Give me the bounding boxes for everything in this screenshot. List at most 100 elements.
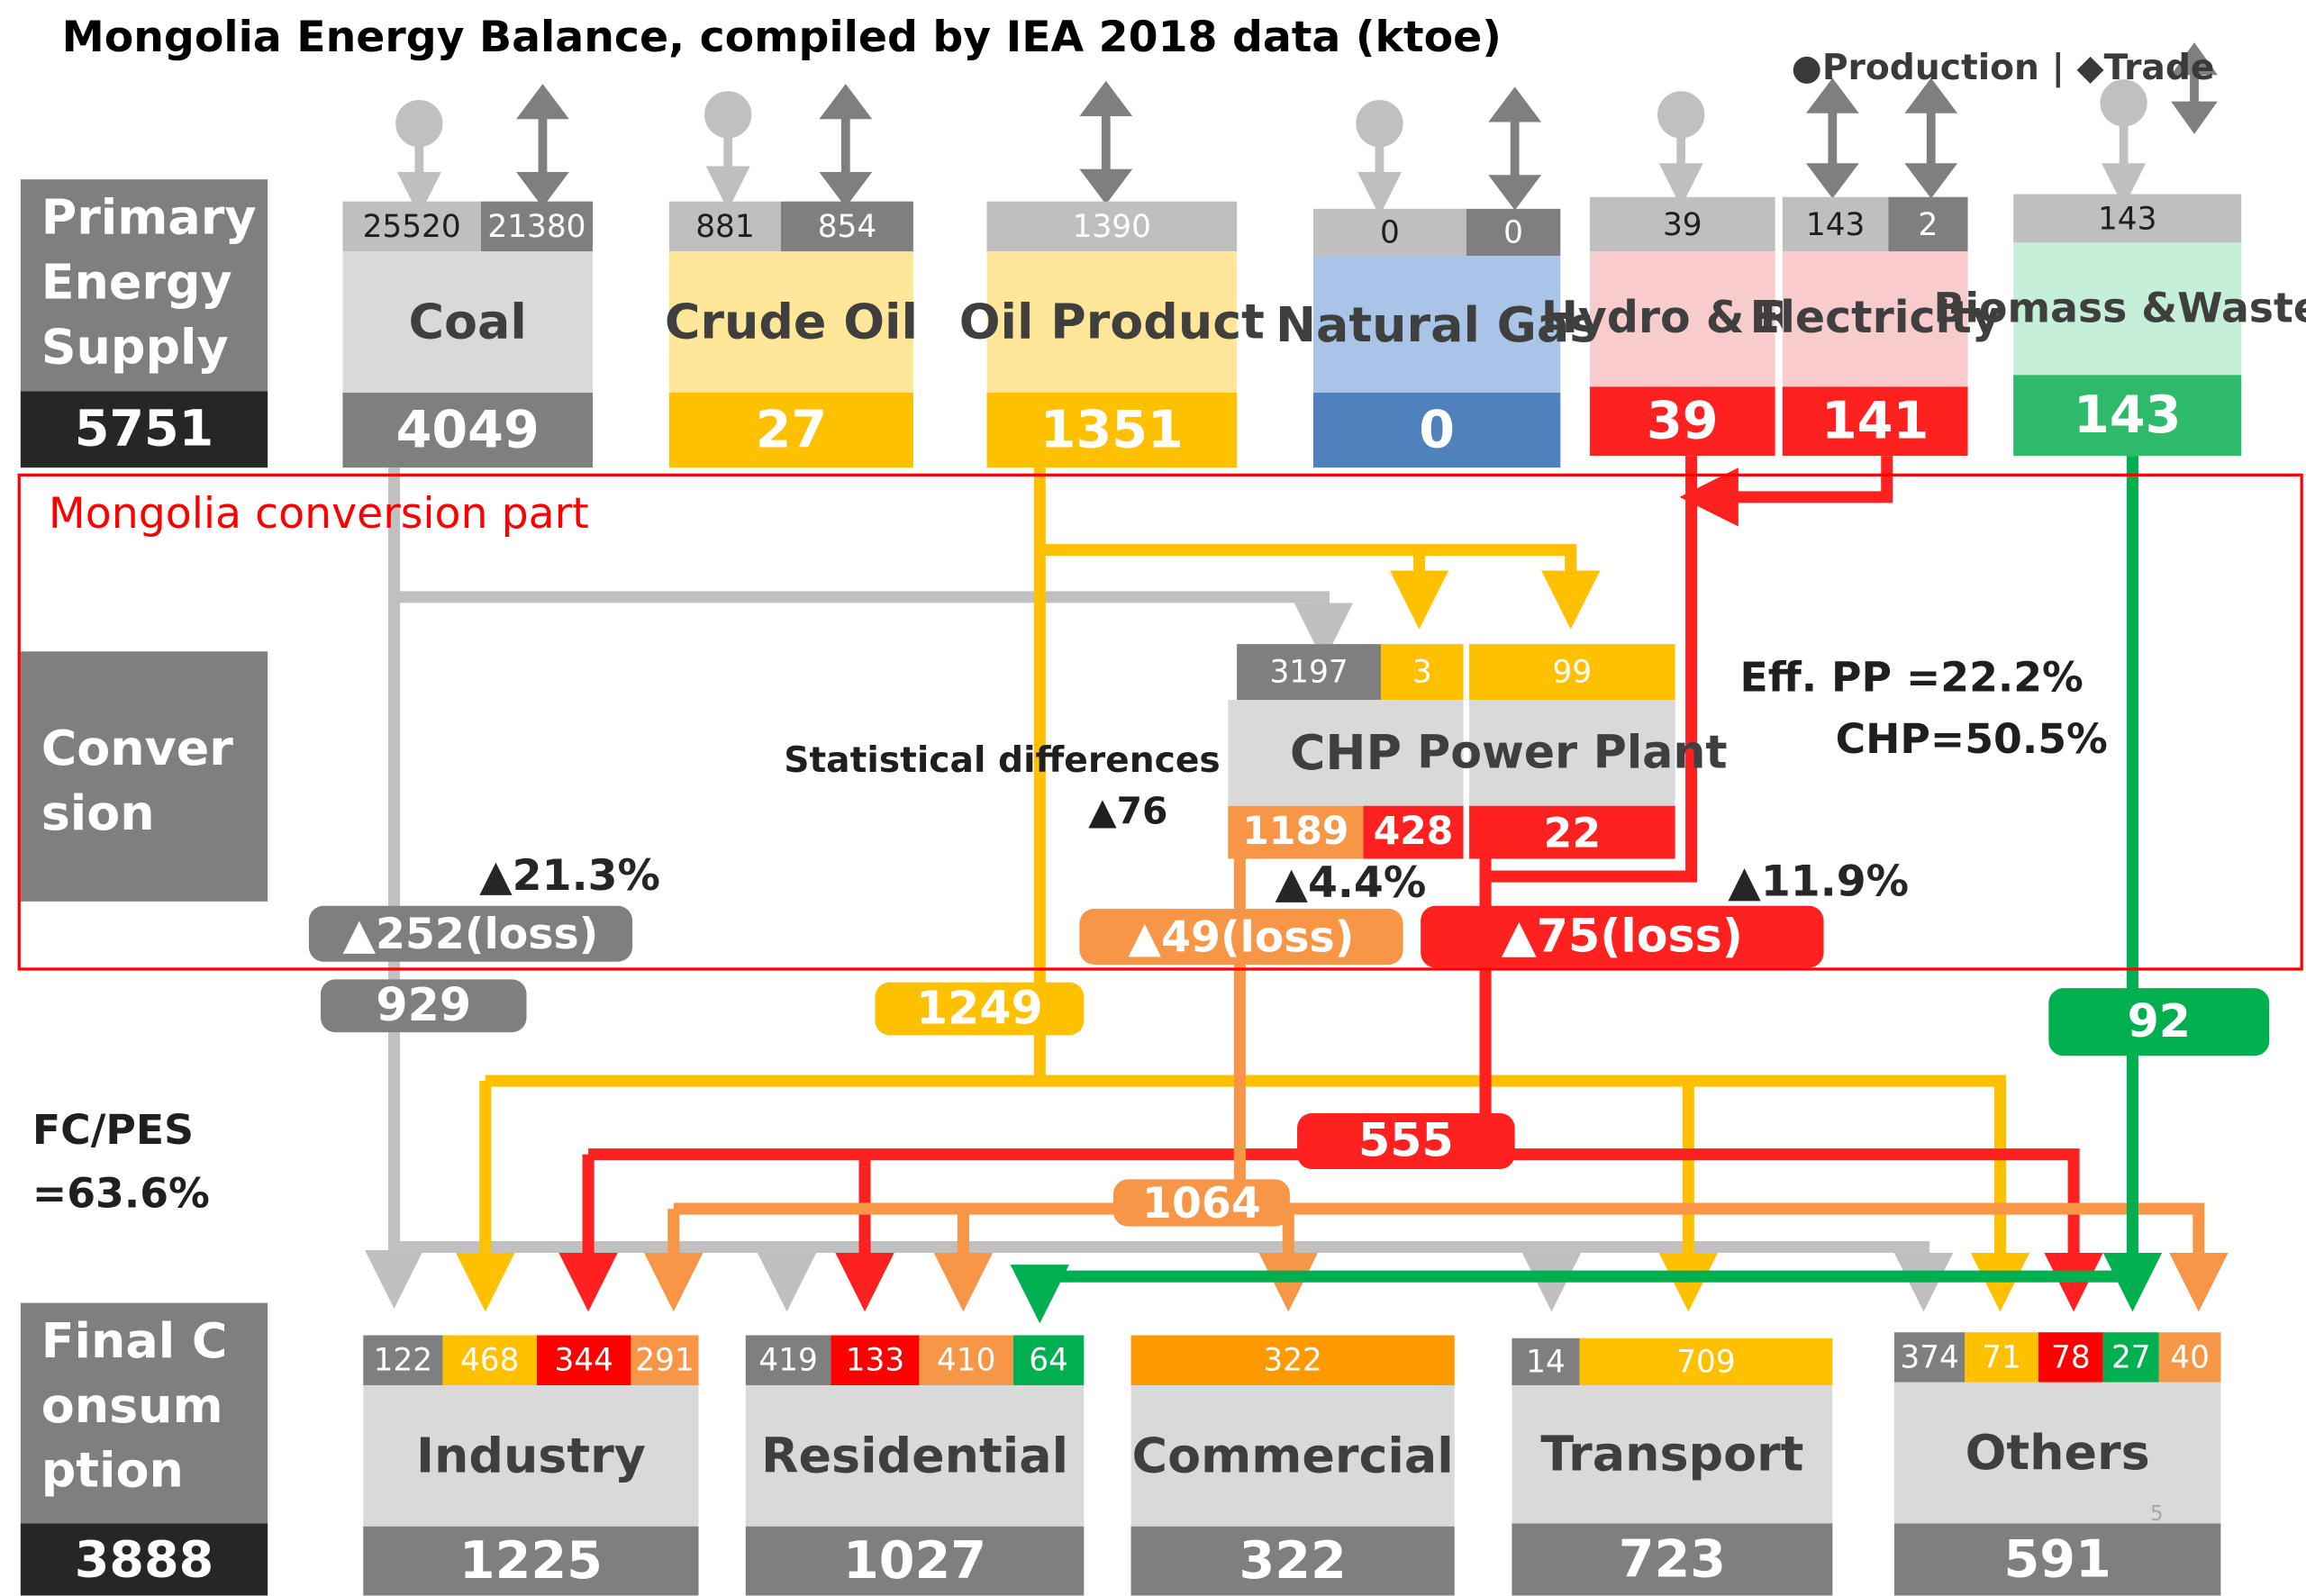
coal-name: Coal: [342, 251, 593, 393]
sector-residential: 419 133 410 64 Residential 1027: [745, 1335, 1085, 1596]
industry-coal: 122: [363, 1335, 443, 1386]
commercial-total: 322: [1130, 1526, 1455, 1596]
sector-commercial: 322 Commercial 322: [1130, 1335, 1455, 1596]
oil-product-total: 1351: [986, 392, 1238, 468]
source-oil-product: 1390 Oil Product 1351: [959, 201, 1265, 468]
production-trade-icons: [395, 42, 2218, 217]
natural-gas-trade: 0: [1466, 208, 1561, 257]
source-biomass-waste: 143 Biomass &Waste 143: [1934, 194, 2306, 457]
electricity-production: 143: [1782, 196, 1889, 252]
transport-oil: 709: [1579, 1338, 1833, 1386]
efficiency-chp: CHP=50.5%: [1835, 714, 2108, 764]
commercial-name: Commercial: [1130, 1385, 1455, 1527]
sector-transport: 14 709 Transport 723: [1512, 1338, 1833, 1596]
final-total: 3888: [20, 1523, 268, 1596]
oil-flow-value: 1249: [875, 982, 1085, 1036]
hydro-name: Hydro & RE: [1541, 251, 1824, 387]
source-coal: 25520 21380 Coal 4049: [342, 201, 593, 468]
residential-elec: 133: [831, 1335, 920, 1386]
production-icon: [395, 79, 2147, 217]
commercial-heat: 322: [1130, 1335, 1455, 1386]
sector-others: 374 71 78 27 40 Others 591: [1893, 1332, 2221, 1596]
crude-oil-trade: 854: [780, 201, 913, 252]
chp-box: 3197 3 CHP 1189 428: [1228, 644, 1464, 859]
statistical-differences-label: Statistical differences: [784, 739, 1221, 781]
hydro-production: 39: [1589, 196, 1775, 252]
pp-elec-output: 22: [1469, 805, 1675, 859]
hydro-total: 39: [1589, 386, 1775, 457]
biomass-production: 143: [2013, 194, 2242, 243]
pp-name: Power Plant: [1417, 700, 1728, 806]
heat-loss: ▲49(loss): [1079, 909, 1403, 966]
efficiency-pp: Eff. PP =22.2%: [1739, 652, 2084, 702]
electricity-trade: 2: [1888, 196, 1968, 252]
chp-coal-input: 3197: [1237, 644, 1382, 701]
final-consumption-label: Final Consumption: [20, 1302, 268, 1524]
diagram-title: Mongolia Energy Balance, compiled by IEA…: [61, 12, 1502, 62]
electricity-flow: [558, 456, 2103, 1312]
crude-oil-name: Crude Oil: [665, 251, 918, 393]
chp-elec-output: 428: [1363, 805, 1464, 859]
transport-coal: 14: [1512, 1338, 1580, 1386]
power-plant-box: 99 Power Plant 22: [1417, 644, 1728, 859]
chp-oil-input: 3: [1381, 644, 1464, 701]
others-bio: 27: [2102, 1332, 2159, 1383]
fc-pes-value: =63.6%: [32, 1168, 210, 1218]
coal-trade: 21380: [480, 201, 593, 252]
oil-flow: [456, 467, 2030, 1312]
crude-oil-total: 27: [668, 392, 913, 468]
chp-loss-pct: ▲4.4%: [1275, 857, 1427, 908]
electricity-total: 141: [1782, 386, 1968, 457]
coal-flow-value: 929: [320, 979, 527, 1033]
others-elec: 78: [2038, 1332, 2103, 1383]
coal-loss-pct: ▲21.3%: [479, 849, 660, 901]
biomass-flow: [1010, 456, 2163, 1324]
residential-bio: 64: [1012, 1335, 1085, 1386]
source-crude-oil: 881 854 Crude Oil 27: [665, 201, 918, 468]
biomass-flow-value: 92: [2048, 988, 2270, 1056]
primary-total: 5751: [20, 391, 268, 468]
pp-oil-input: 99: [1469, 644, 1675, 701]
biomass-name: Biomass &Waste: [1934, 242, 2306, 376]
coal-loss: ▲252(loss): [308, 905, 633, 962]
source-hydro-re: 39 Hydro & RE 39: [1541, 196, 1824, 457]
legend: ●Production | ◆Trade: [1791, 47, 2215, 88]
primary-energy-supply-label: Primary Energy Supply: [20, 179, 268, 392]
conversion-label: Conversion: [20, 651, 268, 902]
others-total: 591: [1893, 1523, 2221, 1596]
elec-flow-value: 555: [1297, 1112, 1515, 1169]
crude-oil-production: 881: [668, 201, 781, 252]
fc-pes-label: FC/PES: [32, 1105, 195, 1155]
conversion-part-label: Mongolia conversion part: [48, 488, 589, 539]
page-number: 5: [2150, 1502, 2164, 1527]
trade-icon: [516, 42, 2218, 211]
natural-gas-name: Natural Gas: [1276, 256, 1598, 393]
residential-heat: 410: [919, 1335, 1013, 1386]
others-coal: 374: [1893, 1332, 1966, 1383]
oil-product-name: Oil Product: [959, 251, 1265, 393]
elec-loss: ▲75(loss): [1421, 905, 1824, 968]
coal-total: 4049: [342, 392, 593, 468]
residential-coal: 419: [745, 1335, 831, 1386]
industry-name: Industry: [363, 1385, 699, 1527]
coal-production: 25520: [342, 201, 481, 252]
others-heat: 40: [2158, 1332, 2221, 1383]
transport-total: 723: [1512, 1523, 1833, 1596]
biomass-total: 143: [2013, 375, 2242, 457]
residential-name: Residential: [745, 1385, 1085, 1527]
electricity-name: Electricity: [1750, 251, 2001, 387]
oil-product-trade: 1390: [986, 201, 1238, 252]
source-electricity: 143 2 Electricity 141: [1750, 196, 2001, 457]
natural-gas-total: 0: [1313, 392, 1561, 468]
industry-heat: 291: [631, 1335, 699, 1386]
chp-name: CHP: [1228, 700, 1464, 806]
industry-elec: 344: [536, 1335, 631, 1386]
others-oil: 71: [1965, 1332, 2038, 1383]
chp-heat-output: 1189: [1228, 805, 1364, 859]
conversion-part-frame: [17, 473, 2303, 971]
industry-oil: 468: [442, 1335, 537, 1386]
natural-gas-production: 0: [1313, 208, 1466, 257]
elec-loss-pct: ▲11.9%: [1728, 856, 1910, 906]
heat-flow-value: 1064: [1112, 1178, 1290, 1228]
